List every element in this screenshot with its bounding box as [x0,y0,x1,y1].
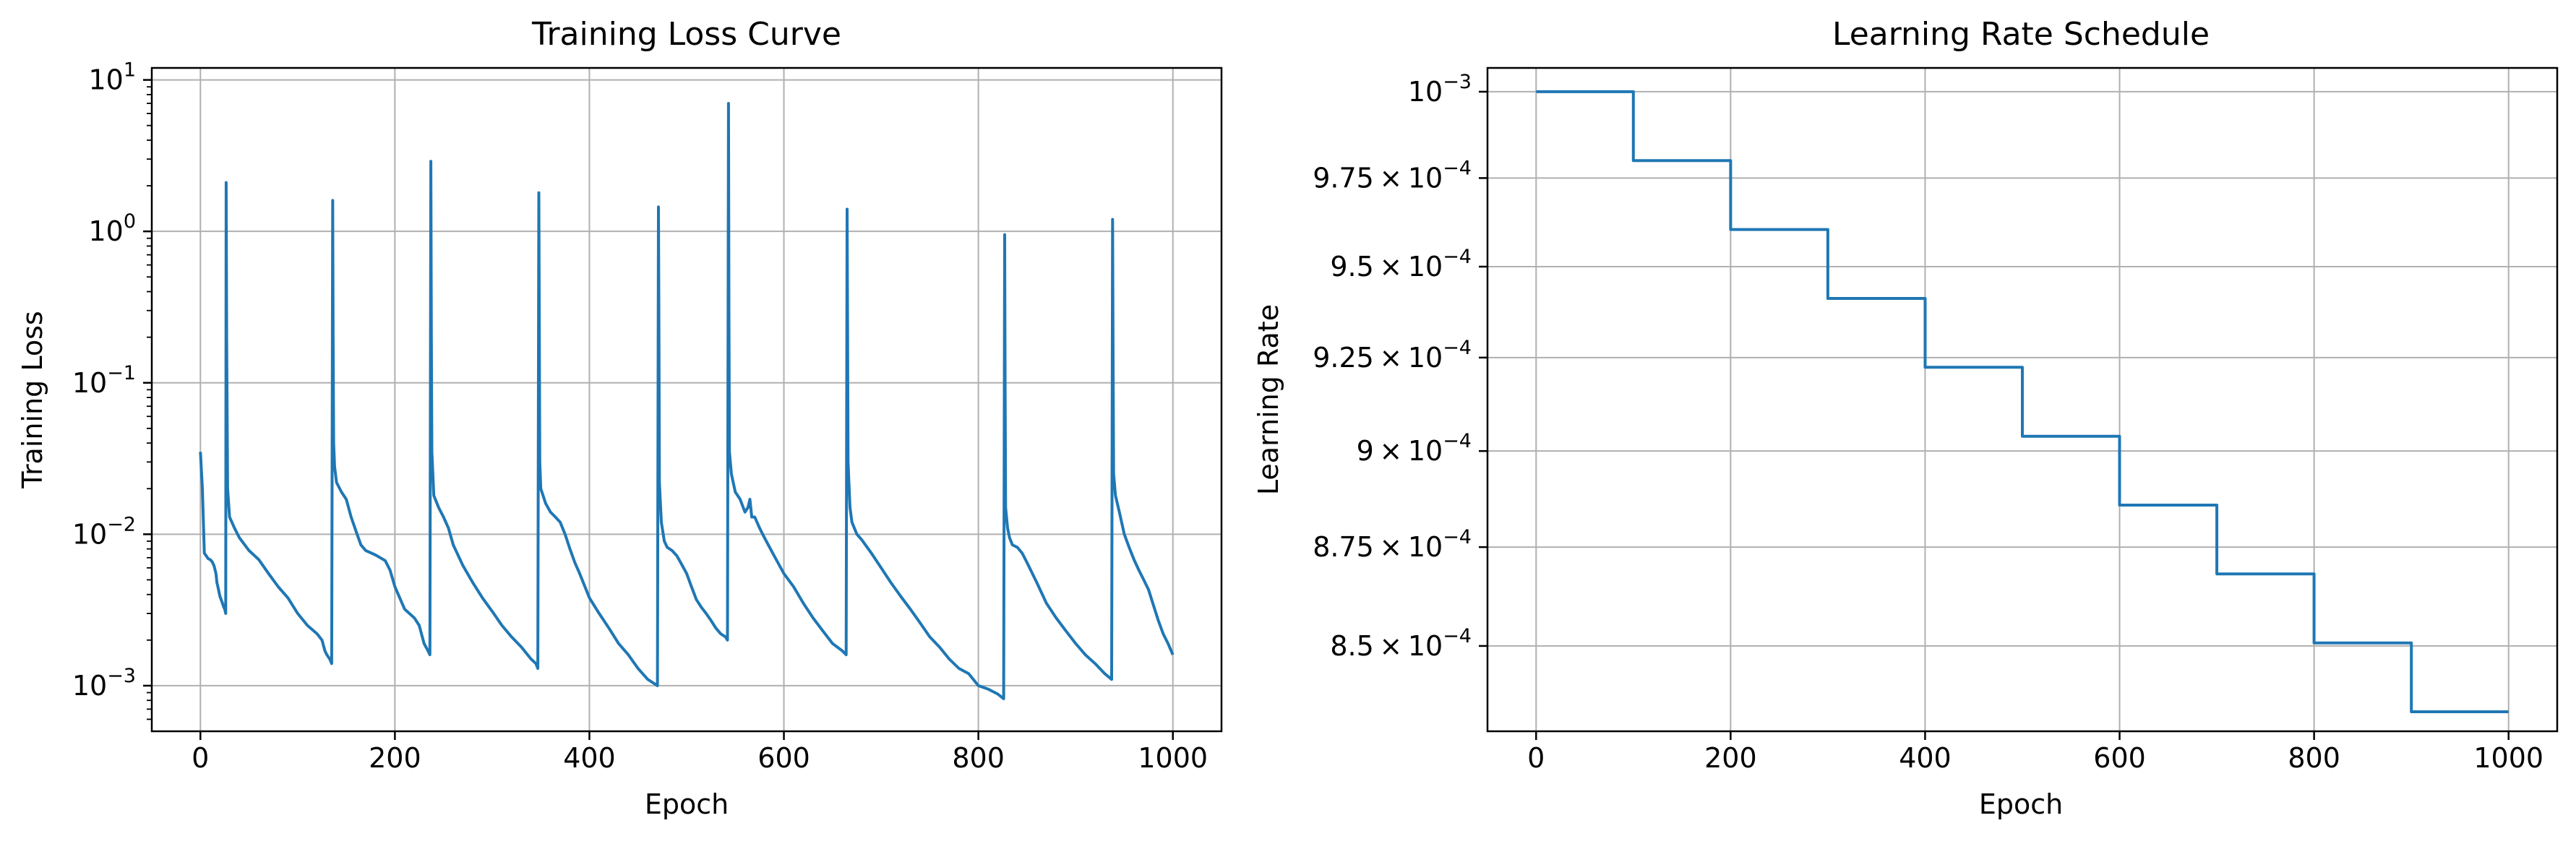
lr-y-tick-label: 8.5 × 10−4 [1330,625,1472,662]
loss-x-tick-label: 400 [563,742,616,774]
loss-y-tick-label: 10−2 [72,513,136,550]
lr-x-axis-label: Epoch [1979,788,2063,820]
lr-chart: Learning Rate Schedule 0 200 400 600 800 1000… [1253,16,2559,820]
lr-x-tick-label: 600 [2093,742,2146,774]
loss-y-tick-label: 101 [88,59,136,96]
lr-x-tick-label: 200 [1704,742,1757,774]
loss-chart-title: Training Loss Curve [531,16,841,53]
loss-chart: Training Loss Curve 0 200 400 600 800 1000 10… [17,16,1223,820]
loss-plot-frame [150,66,1223,733]
loss-x-tick-label: 1000 [1138,742,1208,774]
loss-line [199,102,1175,700]
loss-y-axis-label: Training Loss [17,311,48,488]
lr-y-tick-label: 9.5 × 10−4 [1330,246,1472,283]
loss-x-tick-label: 600 [757,742,810,774]
loss-x-axis-label: Epoch [645,788,729,820]
lr-y-tick-label: 10−3 [1408,71,1472,108]
lr-series-line [1536,90,2509,713]
loss-x-ticks: 0 200 400 600 800 1000 [192,731,1208,774]
loss-y-ticks: 10−3 10−2 10−1 100 101 [72,59,152,720]
loss-x-tick-label: 800 [952,742,1005,774]
loss-series-line [199,102,1175,700]
lr-y-tick-label: 8.75 × 10−4 [1313,526,1472,563]
lr-line [1536,90,2509,713]
loss-grid [152,68,1222,731]
lr-x-tick-label: 0 [1527,742,1545,774]
lr-y-tick-label: 9 × 10−4 [1357,430,1472,467]
lr-x-tick-label: 400 [1899,742,1952,774]
lr-y-axis-label: Learning Rate [1253,304,1284,495]
lr-y-tick-label: 9.75 × 10−4 [1313,157,1472,194]
lr-x-tick-label: 1000 [2473,742,2543,774]
lr-plot-frame [1486,66,2559,733]
loss-x-tick-label: 0 [192,742,209,774]
lr-chart-title: Learning Rate Schedule [1832,16,2210,53]
loss-x-tick-label: 200 [369,742,421,774]
lr-x-tick-label: 800 [2288,742,2340,774]
lr-y-ticks: 10−3 9.75 × 10−4 9.5 × 10−4 9.25 × 10−4 9 × … [1313,71,1487,662]
lr-x-ticks: 0 200 400 600 800 1000 [1527,731,2543,774]
loss-y-tick-label: 100 [88,210,136,247]
loss-y-tick-label: 10−3 [72,665,136,702]
loss-y-tick-label: 10−1 [72,362,136,399]
lr-y-tick-label: 9.25 × 10−4 [1313,337,1472,374]
